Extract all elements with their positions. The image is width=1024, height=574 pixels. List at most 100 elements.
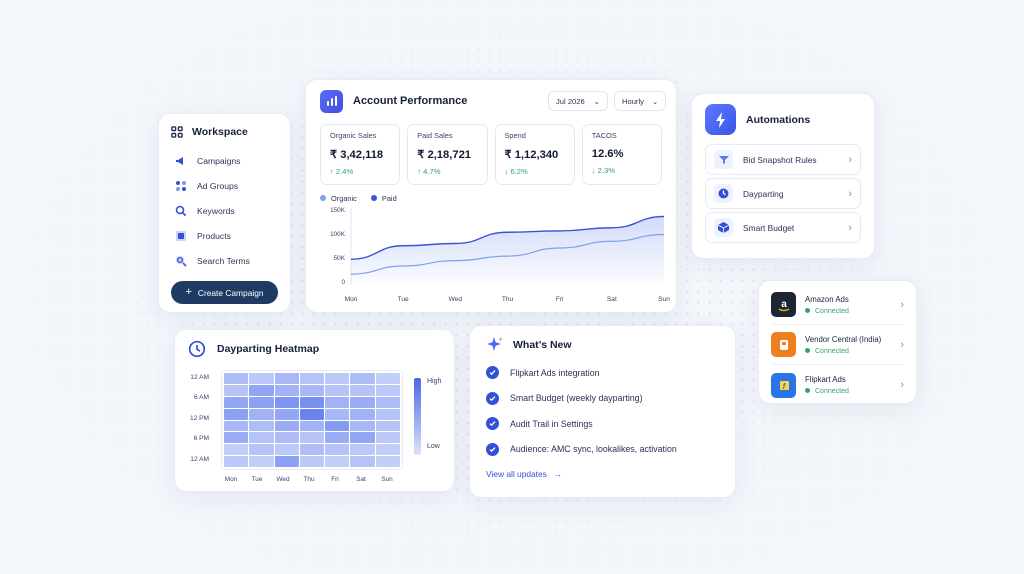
- update-text: Flipkart Ads integration: [510, 367, 600, 378]
- sidebar-item-search-terms[interactable]: Search Terms: [171, 248, 278, 273]
- sidebar-item-label: Search Terms: [197, 255, 250, 266]
- flipkart-logo-icon: f: [771, 372, 796, 398]
- lightning-icon: [705, 104, 736, 135]
- granularity-select-value: Hourly: [622, 96, 644, 106]
- chevron-down-icon: ⌄: [593, 96, 600, 106]
- update-text: Audience: AMC sync, lookalikes, activati…: [510, 444, 677, 455]
- heatmap-cell: [375, 396, 400, 408]
- heatmap-cell: [350, 432, 375, 444]
- automation-item-smart-budget[interactable]: Smart Budget ›: [705, 212, 861, 243]
- automations-title: Automations: [746, 113, 811, 126]
- heatmap-x-label: Sat: [356, 476, 366, 483]
- automation-item-bid-snapshot-rules[interactable]: Bid Snapshot Rules ›: [705, 144, 861, 175]
- kpi-delta: ↑ 4.7%: [417, 167, 441, 176]
- heatmap-cell: [274, 373, 299, 384]
- heatmap-cell: [350, 420, 375, 432]
- account-performance-panel: Account Performance Jul 2026 ⌄ Hourly ⌄ …: [305, 79, 677, 313]
- automation-label: Smart Budget: [743, 222, 795, 233]
- x-tick-label: Wed: [449, 296, 463, 303]
- heatmap-x-label: Wed: [276, 476, 290, 483]
- heatmap-cell: [249, 432, 274, 444]
- heatmap-cell: [375, 373, 400, 384]
- chevron-down-icon: ⌄: [651, 96, 659, 106]
- vendor-central-logo-icon: [771, 332, 796, 357]
- sidebar-item-label: Ad Groups: [197, 180, 239, 191]
- kpi-value: ₹ 2,18,721: [417, 149, 472, 161]
- chevron-right-icon: ›: [900, 298, 904, 311]
- grid-icon: [171, 126, 183, 138]
- legend-label: Paid: [381, 194, 397, 203]
- heatmap-cell: [325, 396, 350, 408]
- workspace-title: Workspace: [192, 126, 248, 138]
- status-badge: Connected: [805, 307, 849, 315]
- month-select-value: Jul 2026: [556, 96, 585, 106]
- heatmap-cell: [224, 373, 249, 384]
- heatmap-cell: [350, 408, 375, 420]
- sidebar-item-products[interactable]: Products: [171, 223, 278, 248]
- heatmap-cell: [249, 408, 274, 420]
- x-tick-label: Sun: [658, 296, 670, 303]
- integration-flipkart-ads[interactable]: f Flipkart Ads Connected ›: [771, 365, 904, 405]
- plus-icon: +: [185, 286, 192, 298]
- heatmap-cell: [249, 384, 274, 396]
- heatmap-cell: [350, 456, 375, 467]
- sidebar-item-keywords[interactable]: Keywords: [171, 198, 278, 223]
- heatmap-cell: [375, 432, 400, 444]
- integration-name: Flipkart Ads: [805, 375, 846, 384]
- page-title: Account Performance: [353, 95, 468, 107]
- automations-panel: Automations Bid Snapshot Rules › Daypart…: [691, 93, 875, 259]
- heatmap-y-label: 6 AM: [193, 394, 209, 401]
- update-item: Audit Trail in Settings: [486, 411, 719, 437]
- automation-item-dayparting[interactable]: Dayparting ›: [705, 178, 861, 209]
- chevron-right-icon: ›: [900, 379, 904, 391]
- heatmap-cell: [224, 384, 249, 396]
- heatmap-y-label: 12 AM: [190, 456, 209, 463]
- heatmap-cell: [299, 396, 325, 408]
- update-item: Flipkart Ads integration: [486, 360, 719, 386]
- heatmap-cell: [350, 396, 375, 408]
- kpi-card-organic-sales: Organic Sales ₹ 3,42,118 ↑ 2.4%: [320, 124, 401, 185]
- workspace-header: Workspace: [171, 126, 278, 138]
- y-tick-label: 0: [341, 279, 345, 286]
- svg-text:f: f: [782, 382, 786, 391]
- whats-new-panel: What’s New Flipkart Ads integration Smar…: [469, 325, 736, 498]
- heatmap-cell: [249, 396, 274, 408]
- heatmap-cell: [249, 456, 274, 467]
- heatmap-y-label: 12 PM: [189, 415, 209, 422]
- kpi-row: Organic Sales ₹ 3,42,118 ↑ 2.4% Paid Sal…: [320, 124, 662, 185]
- view-all-updates-link[interactable]: View all updates →: [486, 469, 719, 479]
- heatmap-cell: [249, 444, 274, 456]
- arrow-right-icon: →: [553, 469, 563, 479]
- status-badge: Connected: [805, 388, 849, 395]
- heatmap-cell: [274, 432, 299, 444]
- integration-vendor-central[interactable]: Vendor Central (India) Connected ›: [771, 325, 904, 365]
- heatmap-cell: [274, 444, 299, 456]
- heatmap-cell: [224, 420, 249, 432]
- heatmap-title: Dayparting Heatmap: [217, 343, 320, 355]
- paid-area: [351, 216, 664, 284]
- month-select[interactable]: Jul 2026 ⌄: [548, 91, 608, 111]
- kpi-card-tacos: TACOS 12.6% ↓ 2.3%: [581, 124, 662, 185]
- heatmap-grid: [221, 370, 403, 470]
- heatmap-cell: [274, 420, 299, 432]
- heatmap-cell: [375, 420, 400, 432]
- kpi-label: Paid Sales: [417, 131, 453, 140]
- sidebar-item-ad-groups[interactable]: Ad Groups: [171, 173, 278, 198]
- heatmap-cell: [299, 373, 325, 384]
- integration-amazon-ads[interactable]: a Amazon Ads Connected ›: [771, 285, 904, 325]
- update-text: Smart Budget (weekly dayparting): [510, 393, 643, 404]
- create-campaign-label: Create Campaign: [197, 287, 264, 298]
- y-tick-label: 150K: [330, 207, 346, 214]
- integrations-panel: a Amazon Ads Connected › Vendor Central …: [758, 280, 917, 404]
- heatmap-cell: [325, 384, 350, 396]
- granularity-select[interactable]: Hourly ⌄: [614, 91, 666, 111]
- sidebar-item-campaigns[interactable]: Campaigns: [171, 148, 278, 173]
- kpi-delta: ↓ 6.2%: [504, 167, 528, 176]
- create-campaign-button[interactable]: + Create Campaign: [171, 281, 278, 304]
- check-icon: [486, 442, 499, 456]
- whats-new-title: What’s New: [513, 339, 572, 351]
- kpi-label: Spend: [504, 131, 526, 140]
- check-icon: [486, 391, 499, 405]
- chevron-right-icon: ›: [848, 221, 852, 234]
- paid-series-line: [350, 215, 665, 260]
